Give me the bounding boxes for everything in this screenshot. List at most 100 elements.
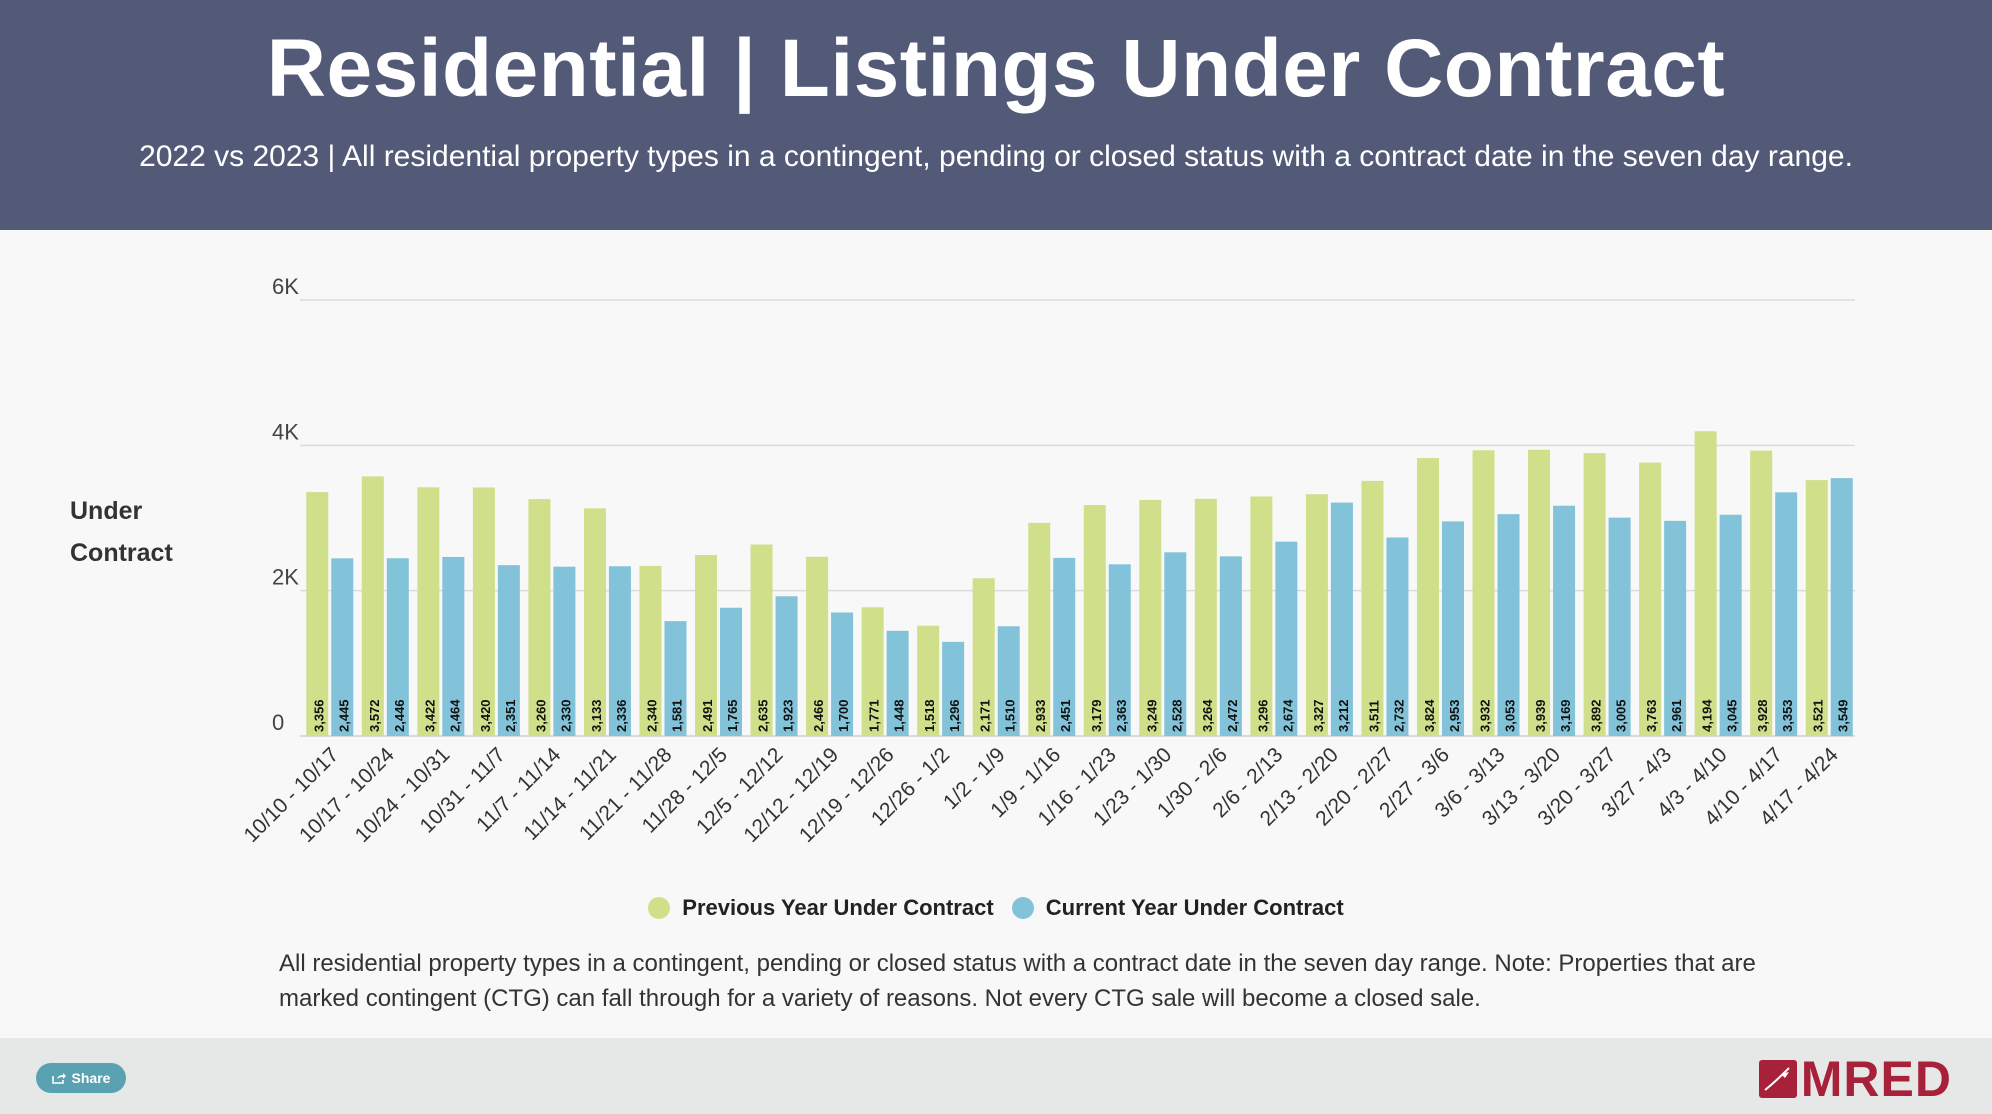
- bar-current: [942, 641, 965, 736]
- data-label: 3,356: [311, 699, 326, 732]
- data-label: 2,330: [558, 699, 573, 732]
- bar-current: [1386, 537, 1409, 736]
- bar-current: [1497, 514, 1520, 736]
- y-tick-label: 2K: [272, 565, 299, 590]
- data-label: 2,732: [1391, 699, 1406, 732]
- mred-logo[interactable]: MRED: [1758, 1054, 1952, 1104]
- data-label: 3,053: [1503, 699, 1518, 732]
- data-label: 1,296: [947, 699, 962, 732]
- footer: [0, 1038, 1992, 1114]
- bar-current: [1830, 478, 1853, 736]
- bar-previous: [583, 508, 606, 736]
- data-label: 3,549: [1836, 699, 1851, 732]
- bar-current: [1330, 502, 1353, 736]
- bar-current: [831, 612, 854, 736]
- bar-previous: [361, 476, 384, 736]
- data-label: 3,260: [533, 699, 548, 732]
- legend: Previous Year Under Contract Current Yea…: [0, 895, 1992, 925]
- bar-current: [331, 558, 354, 736]
- bar-current: [664, 621, 687, 736]
- bar-previous: [417, 487, 440, 736]
- data-label: 3,353: [1780, 699, 1795, 732]
- bar-current: [1719, 514, 1742, 736]
- bar-previous: [1139, 499, 1162, 736]
- data-label: 3,005: [1614, 699, 1629, 732]
- share-icon: [51, 1073, 66, 1084]
- bar-previous: [861, 607, 884, 736]
- bar-current: [1608, 517, 1631, 736]
- bar-previous: [1472, 450, 1495, 736]
- bar-previous: [472, 487, 495, 736]
- data-label: 1,448: [892, 699, 907, 732]
- bar-previous: [750, 544, 773, 736]
- bar-previous: [1416, 458, 1439, 736]
- data-label: 2,961: [1669, 699, 1684, 732]
- header: Residential | Listings Under Contract 20…: [0, 0, 1992, 230]
- legend-label-previous: Previous Year Under Contract: [682, 895, 994, 920]
- bar-previous: [1805, 480, 1828, 736]
- bar-current: [1441, 521, 1464, 736]
- data-label: 2,472: [1225, 699, 1240, 732]
- share-label: Share: [71, 1070, 111, 1086]
- bar-previous: [972, 578, 995, 736]
- bar-previous: [1639, 462, 1662, 736]
- data-label: 3,928: [1755, 699, 1770, 732]
- data-label: 2,464: [447, 699, 462, 732]
- legend-item-current[interactable]: Current Year Under Contract: [1011, 895, 1344, 921]
- bar-previous: [1028, 522, 1051, 736]
- bar-current: [1219, 556, 1242, 736]
- data-label: 3,572: [367, 699, 382, 732]
- data-label: 2,363: [1114, 699, 1129, 732]
- data-label: 2,528: [1169, 699, 1184, 732]
- data-label: 3,422: [422, 699, 437, 732]
- data-label: 2,635: [756, 699, 771, 732]
- bar-previous: [695, 554, 718, 736]
- data-label: 3,892: [1589, 699, 1604, 732]
- bar-current: [553, 566, 576, 736]
- bar-previous: [1305, 494, 1328, 736]
- legend-label-current: Current Year Under Contract: [1045, 895, 1344, 920]
- data-label: 2,491: [700, 699, 715, 732]
- bar-previous: [1750, 450, 1773, 736]
- data-label: 3,327: [1311, 699, 1326, 732]
- bar-current: [608, 566, 631, 736]
- data-label: 1,923: [781, 699, 796, 732]
- data-label: 3,763: [1644, 699, 1659, 732]
- data-label: 3,045: [1725, 699, 1740, 732]
- data-label: 2,466: [811, 699, 826, 732]
- bar-previous: [917, 625, 940, 736]
- page-title: Residential | Listings Under Contract: [266, 23, 1726, 114]
- y-tick-label: 6K: [272, 274, 299, 299]
- share-button[interactable]: Share: [36, 1063, 126, 1093]
- legend-swatch-previous: [648, 897, 671, 919]
- bar-previous: [806, 556, 829, 736]
- bar-current: [1053, 557, 1076, 736]
- data-label: 3,939: [1533, 699, 1548, 732]
- bar-previous: [1083, 504, 1106, 736]
- data-label: 3,133: [589, 699, 604, 732]
- data-label: 1,581: [669, 699, 684, 732]
- bar-current: [886, 630, 909, 736]
- bar-previous: [306, 492, 329, 736]
- y-tick-label: 4K: [272, 419, 299, 444]
- bar-previous: [1528, 449, 1551, 736]
- data-label: 3,264: [1200, 699, 1215, 732]
- bar-current: [1164, 552, 1187, 736]
- bar-current: [775, 596, 798, 736]
- data-label: 3,511: [1366, 700, 1381, 732]
- legend-item-previous[interactable]: Previous Year Under Contract: [648, 895, 994, 921]
- chart-note: All residential property types in a cont…: [279, 950, 1756, 1012]
- data-label: 3,824: [1422, 699, 1437, 732]
- data-label: 2,351: [503, 699, 518, 732]
- data-label: 2,674: [1280, 699, 1295, 732]
- data-label: 3,296: [1255, 699, 1270, 732]
- bar-previous: [528, 499, 551, 736]
- data-label: 2,171: [978, 699, 993, 732]
- data-label: 3,179: [1089, 699, 1104, 732]
- bar-previous: [1250, 496, 1273, 736]
- bar-current: [720, 607, 743, 736]
- data-label: 3,212: [1336, 699, 1351, 732]
- bar-previous: [639, 565, 662, 736]
- data-label: 4,194: [1700, 699, 1715, 732]
- data-label: 3,420: [478, 699, 493, 732]
